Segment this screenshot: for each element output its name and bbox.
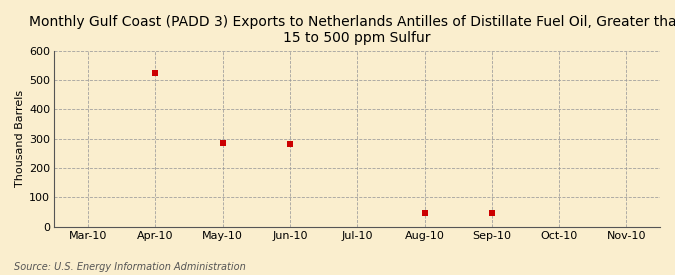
Point <box>419 211 430 215</box>
Text: Source: U.S. Energy Information Administration: Source: U.S. Energy Information Administ… <box>14 262 245 272</box>
Point <box>285 142 296 147</box>
Point <box>150 71 161 76</box>
Point <box>487 211 497 215</box>
Point <box>217 141 228 145</box>
Title: Monthly Gulf Coast (PADD 3) Exports to Netherlands Antilles of Distillate Fuel O: Monthly Gulf Coast (PADD 3) Exports to N… <box>29 15 675 45</box>
Y-axis label: Thousand Barrels: Thousand Barrels <box>15 90 25 187</box>
